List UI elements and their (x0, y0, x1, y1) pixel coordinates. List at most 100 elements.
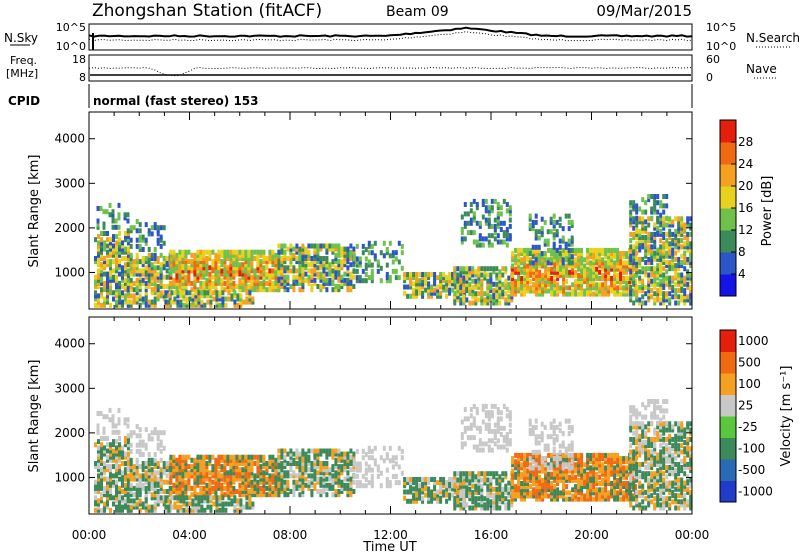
power-cell (103, 256, 106, 261)
power-cell (138, 277, 142, 283)
power-cell (283, 284, 287, 289)
velocity-cell (538, 484, 542, 490)
power-cell (214, 277, 218, 283)
velocity-cell (165, 479, 169, 485)
power-cell (453, 294, 457, 300)
power-cell (523, 276, 527, 281)
power-cell (135, 265, 139, 271)
power-cell (118, 280, 121, 286)
power-cell (211, 259, 215, 265)
power-cell (641, 219, 645, 225)
power-cell (150, 271, 154, 277)
velocity-cell (226, 482, 230, 488)
velocity-cell (298, 457, 302, 463)
power-cell (577, 247, 581, 253)
velocity-cell (178, 467, 182, 473)
power-cell (144, 237, 148, 243)
velocity-cell (121, 504, 124, 510)
power-cell (418, 272, 422, 277)
power-cell (674, 291, 678, 297)
velocity-cell (325, 482, 329, 488)
power-cell (301, 243, 305, 249)
power-cell (580, 272, 584, 278)
power-cell (156, 231, 160, 237)
velocity-cell (535, 484, 539, 490)
power-cell (226, 274, 230, 280)
velocity-cell (100, 473, 103, 479)
velocity-cell (97, 461, 100, 466)
velocity-cell (259, 467, 263, 473)
power-cell (520, 251, 524, 257)
power-cell (328, 271, 332, 277)
power-cell (427, 275, 431, 281)
power-cell (495, 275, 499, 281)
velocity-cell (310, 473, 314, 479)
power-cell (638, 275, 642, 281)
power-cell (223, 268, 227, 274)
power-cell (498, 291, 502, 297)
velocity-cell (241, 476, 245, 482)
velocity-cell (274, 492, 278, 498)
velocity-cell (514, 487, 518, 493)
velocity-cell (153, 457, 157, 463)
velocity-cell (562, 487, 566, 493)
power-cell (544, 269, 548, 275)
velocity-cell (385, 483, 389, 489)
power-cell (292, 284, 296, 289)
power-cell (200, 302, 204, 308)
power-cell (613, 279, 617, 285)
power-cell (635, 225, 639, 231)
velocity-cell (112, 451, 115, 457)
velocity-cell (153, 430, 157, 436)
power-cell (689, 222, 693, 228)
velocity-cell (319, 467, 323, 473)
velocity-cell (244, 467, 248, 473)
power-cell (427, 287, 431, 293)
power-cell (124, 268, 127, 274)
power-cell (517, 282, 521, 288)
velocity-cell (172, 482, 176, 488)
power-cell (468, 288, 472, 294)
velocity-cell (481, 441, 485, 447)
power-cell (421, 290, 425, 296)
velocity-cell (304, 451, 308, 457)
velocity-cell (307, 485, 311, 491)
power-cell (541, 272, 545, 278)
velocity-cell (370, 467, 374, 473)
power-cell (226, 280, 230, 286)
velocity-cell (109, 451, 112, 457)
power-cell (502, 198, 506, 204)
velocity-cell (223, 467, 227, 473)
power-cell (466, 211, 470, 217)
velocity-cell (256, 489, 260, 494)
velocity-cell (268, 489, 272, 494)
velocity-cell (486, 477, 490, 483)
power-cell (601, 263, 605, 269)
power-cell (109, 252, 112, 258)
power-cell (568, 251, 572, 257)
freq-label-line1: Freq. (10, 54, 37, 67)
velocity-cell (135, 492, 139, 498)
velocity-cell (501, 493, 505, 499)
power-cell (460, 214, 464, 220)
velocity-cell (244, 476, 248, 482)
velocity-cell (156, 430, 160, 436)
velocity-cell (124, 482, 127, 488)
power-cell (534, 244, 538, 250)
power-cell (462, 294, 466, 300)
power-cell (188, 290, 192, 296)
power-cell (689, 291, 693, 297)
power-cell (448, 281, 452, 287)
power-cell (544, 263, 548, 269)
velocity-cell (123, 420, 127, 426)
velocity-cell (502, 435, 506, 441)
power-cell (619, 257, 623, 263)
velocity-cell (265, 464, 269, 470)
power-cell (178, 280, 182, 286)
velocity-cell (106, 448, 109, 454)
power-cell (235, 271, 239, 277)
velocity-cell (514, 474, 518, 480)
velocity-cell (474, 486, 478, 492)
velocity-cell (427, 477, 431, 482)
velocity-cell (241, 485, 245, 491)
